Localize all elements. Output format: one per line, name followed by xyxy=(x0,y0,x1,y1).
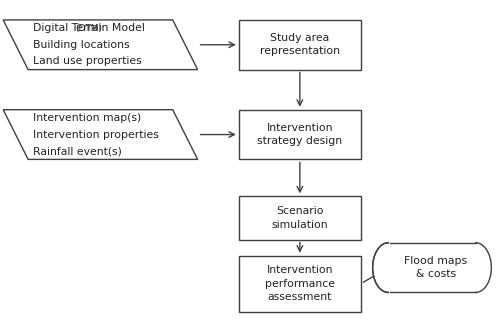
Bar xyxy=(239,196,361,240)
Text: Land use properties: Land use properties xyxy=(33,56,142,66)
Bar xyxy=(372,243,388,292)
Text: Study area
representation: Study area representation xyxy=(260,33,340,56)
Bar xyxy=(388,243,476,292)
Text: Digital Terrain Model: Digital Terrain Model xyxy=(33,23,148,33)
Text: Intervention
performance
assessment: Intervention performance assessment xyxy=(265,265,335,302)
Text: Rainfall event(s): Rainfall event(s) xyxy=(33,146,122,156)
Text: Intervention map(s): Intervention map(s) xyxy=(33,113,142,123)
Text: Scenario
simulation: Scenario simulation xyxy=(272,206,328,230)
Polygon shape xyxy=(3,110,198,159)
Text: Intervention properties: Intervention properties xyxy=(33,129,159,139)
Bar xyxy=(239,256,361,312)
Bar xyxy=(239,20,361,70)
Text: (DTM): (DTM) xyxy=(76,24,102,33)
Text: Flood maps
& costs: Flood maps & costs xyxy=(404,256,468,279)
Polygon shape xyxy=(3,20,198,70)
Bar xyxy=(239,110,361,159)
Text: Intervention
strategy design: Intervention strategy design xyxy=(258,123,342,146)
Text: Building locations: Building locations xyxy=(33,40,130,50)
